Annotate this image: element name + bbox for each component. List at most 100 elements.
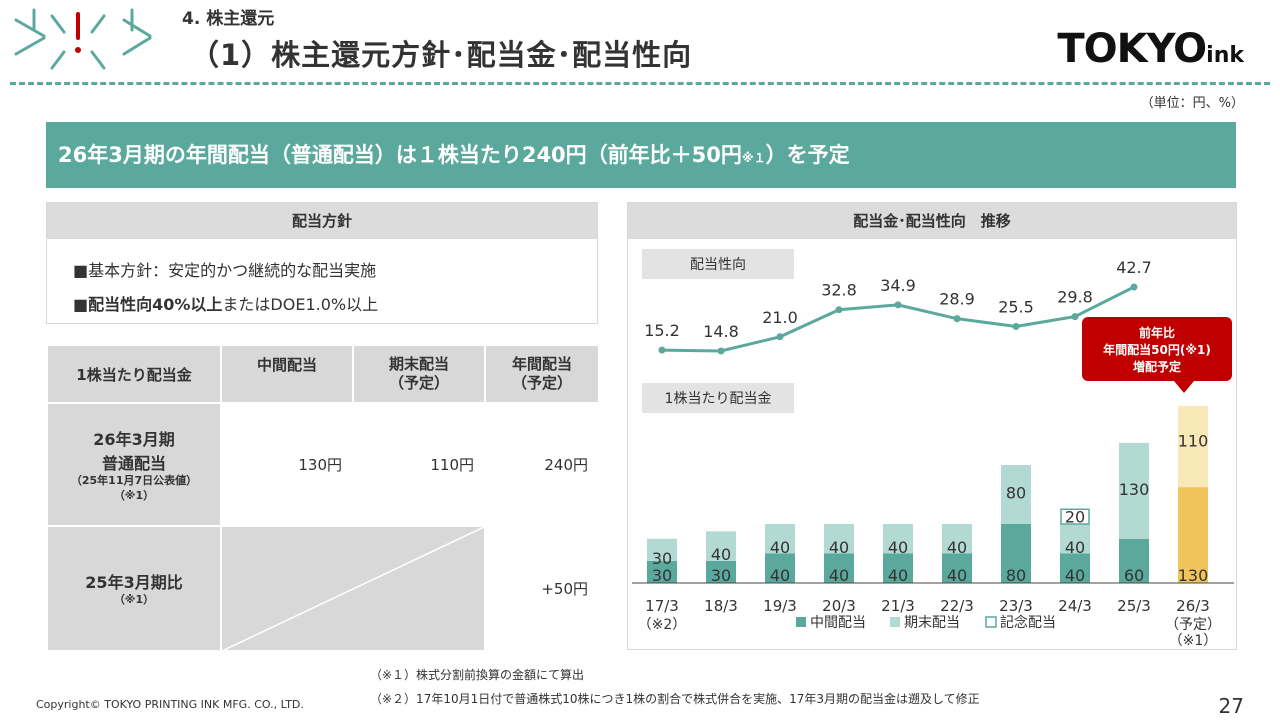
empty-diagonal-cell <box>220 525 486 652</box>
callout-box <box>1082 317 1232 381</box>
cell-year-end: 110円 <box>352 402 486 528</box>
table-header-per-share: 1株当たり配当金 <box>46 343 222 405</box>
payout-ratio-label: 21.0 <box>762 308 798 327</box>
bar-year-end <box>1119 442 1149 539</box>
table-header-year-end: 期末配当 （予定） <box>352 343 486 405</box>
payout-ratio-point <box>1130 283 1138 291</box>
bar-year-end <box>647 538 677 561</box>
bar-interim <box>824 553 854 583</box>
payout-ratio-label: 配当性向 <box>690 257 746 273</box>
bar-year-end <box>942 524 972 554</box>
legend-swatch <box>796 617 806 627</box>
callout-text: 年間配当50円(※1) <box>1103 342 1211 357</box>
legend-label: 中間配当 <box>810 615 866 631</box>
payout-ratio-label-bg <box>642 249 794 279</box>
x-tick-note: （※2） <box>638 617 687 633</box>
section-label: 4. 株主還元 <box>182 9 275 29</box>
x-tick-label: 18/3 <box>704 597 738 615</box>
policy-item-payout-rest: またはDOE1.0%以上 <box>222 295 379 314</box>
x-tick-label: 21/3 <box>881 597 915 615</box>
dividend-chart-panel: 配当金･配当性向 推移 配当性向 1株当たり配当金 30 30 17/3 （※2） 30 40… <box>627 202 1237 650</box>
callout-text: 前年比 <box>1139 325 1175 340</box>
x-tick-label: 19/3 <box>763 597 797 615</box>
diagonal-line <box>222 527 484 652</box>
bar-interim <box>1178 487 1208 583</box>
bar-interim-label: 130 <box>1178 566 1209 585</box>
payout-ratio-point <box>776 333 784 341</box>
policy-heading: 配当方針 <box>47 203 597 239</box>
policy-item-payout: ■配当性向40%以上またはDOE1.0%以上 <box>73 291 378 315</box>
cell-interim: 130円 <box>220 402 354 528</box>
bar-interim <box>765 553 795 583</box>
bar-year-end <box>1178 406 1208 488</box>
banner-text-end: ）を予定 <box>765 143 850 167</box>
dividend-per-share-label: 1株当たり配当金 <box>665 391 772 407</box>
payout-ratio-point <box>894 301 902 309</box>
table-header-interim: 中間配当 <box>220 343 354 405</box>
bar-year-end <box>824 524 854 554</box>
dividend-policy-panel: 配当方針 ■基本方針：安定的かつ継続的な配当実施 ■配当性向40%以上またはDO… <box>46 202 598 324</box>
bar-interim-label: 40 <box>829 566 849 585</box>
footnote-2: （※２）17年10月1日付で普通株式10株につき1株の割合で株式併合を実施、17… <box>370 692 980 706</box>
bar-year-end-label: 130 <box>1119 480 1150 499</box>
bar-interim-label: 30 <box>711 566 731 585</box>
bar-interim-label: 30 <box>652 566 672 585</box>
x-tick-label: 25/3 <box>1117 597 1151 615</box>
bar-year-end <box>1001 465 1031 524</box>
banner-footnote-ref: ※１ <box>741 151 766 165</box>
row-fy26-title: 26年3月期 <box>93 430 175 450</box>
policy-item-basic: ■基本方針：安定的かつ継続的な配当実施 <box>73 261 377 280</box>
bar-year-end-label: 30 <box>652 549 672 568</box>
payout-ratio-label: 14.8 <box>703 322 739 341</box>
bar-commemorative-label: 20 <box>1065 508 1085 527</box>
x-tick-label: 23/3 <box>999 597 1033 615</box>
decorative-motif-icon <box>14 8 152 70</box>
payout-ratio-label: 34.9 <box>880 276 916 295</box>
bar-year-end <box>706 531 736 561</box>
bar-interim-label: 40 <box>770 566 790 585</box>
bar-interim-label: 40 <box>888 566 908 585</box>
row-fy26: 26年3月期 普通配当 （25年11月7日公表値） （※1） <box>46 402 222 528</box>
bar-year-end-label: 40 <box>1065 538 1085 557</box>
payout-ratio-label: 25.5 <box>998 297 1034 316</box>
dividend-table: 1株当たり配当金 中間配当 期末配当 （予定） 年間配当 （予定） 26年3月期… <box>46 343 600 652</box>
banner-text: 26年3月期の年間配当（普通配当）は１株当たり240円（前年比＋50円 <box>58 143 742 167</box>
payout-ratio-label: 15.2 <box>644 321 680 340</box>
payout-ratio-point <box>658 346 666 354</box>
policy-item-payout-bold: ■配当性向40%以上 <box>73 295 223 314</box>
logo-main-text: TOKYO <box>1057 26 1207 72</box>
payout-ratio-point <box>1012 322 1020 330</box>
copyright: Copyright© TOKYO PRINTING INK MFG. CO., … <box>36 698 304 711</box>
legend-label: 記念配当 <box>1000 614 1056 631</box>
bar-year-end <box>883 524 913 554</box>
x-tick-label: 17/3 <box>645 597 679 615</box>
x-tick-label: 24/3 <box>1058 597 1092 615</box>
cell-yoy-annual: +50円 <box>484 525 600 652</box>
bar-year-end-label: 40 <box>888 538 908 557</box>
bar-interim <box>942 553 972 583</box>
brand-logo: TOKYOink <box>1057 26 1244 72</box>
bar-year-end-label: 40 <box>770 538 790 557</box>
row-yoy-note: （※1） <box>113 593 155 607</box>
x-tick-label: 20/3 <box>822 597 856 615</box>
bar-year-end <box>1060 524 1090 554</box>
page-number: 27 <box>1218 694 1244 718</box>
x-tick-label: 26/3 <box>1176 597 1210 615</box>
page-title: （1）株主還元方針･配当金･配当性向 <box>190 38 693 72</box>
bar-interim <box>1001 524 1031 583</box>
payout-ratio-label: 32.8 <box>821 281 857 300</box>
row-fy26-sub: （25年11月7日公表値） <box>70 474 198 488</box>
bar-year-end-label: 40 <box>711 545 731 564</box>
callout-text: 増配予定 <box>1133 359 1181 374</box>
table-header-annual: 年間配当 （予定） <box>484 343 600 405</box>
bar-interim-label: 40 <box>947 566 967 585</box>
payout-ratio-label: 29.8 <box>1057 288 1093 307</box>
bar-year-end-label: 40 <box>947 538 967 557</box>
payout-ratio-point <box>953 315 961 323</box>
payout-ratio-point <box>717 347 725 355</box>
payout-ratio-point <box>1071 313 1079 321</box>
bar-interim <box>1119 538 1149 583</box>
bar-year-end-label: 110 <box>1178 432 1209 451</box>
bar-interim <box>647 560 677 583</box>
bar-commemorative <box>1060 508 1090 525</box>
